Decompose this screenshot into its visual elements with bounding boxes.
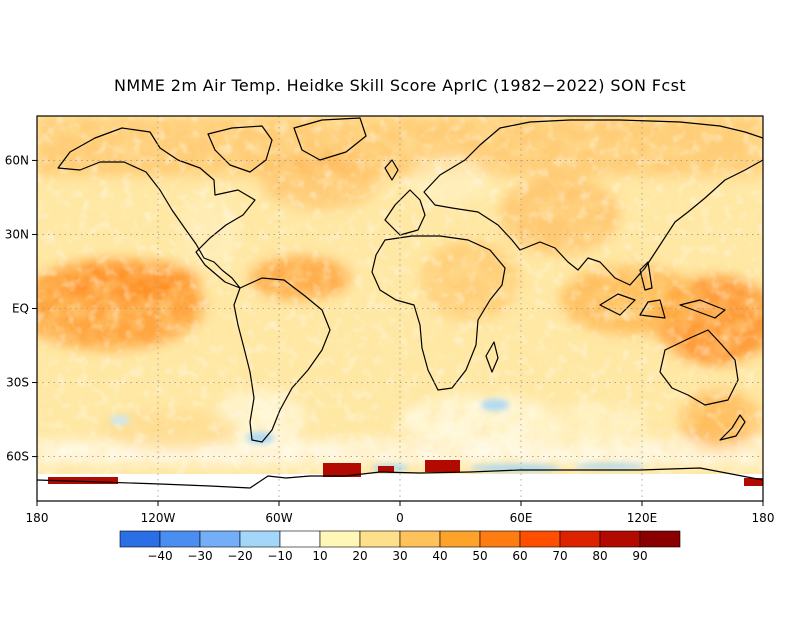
legend-swatch — [119, 530, 161, 548]
lat-tick-label: 30N — [5, 227, 29, 241]
legend-swatch — [639, 530, 681, 548]
legend-label: −40 — [147, 549, 172, 563]
legend-label: 90 — [632, 549, 647, 563]
lat-tick-label: 30S — [6, 376, 29, 390]
legend-swatch — [519, 530, 561, 548]
legend-swatch — [159, 530, 201, 548]
lon-tick-label: 180 — [26, 511, 49, 525]
lon-tick-label: 60W — [265, 511, 292, 525]
legend-label: 50 — [472, 549, 487, 563]
lat-tick-label: EQ — [12, 302, 29, 316]
lon-tick-label: 120E — [627, 511, 658, 525]
legend-label: −10 — [267, 549, 292, 563]
legend-swatch — [319, 530, 361, 548]
chart-title: NMME 2m Air Temp. Heidke Skill Score Apr… — [113, 76, 687, 95]
legend-label: 70 — [552, 549, 567, 563]
coastlines — [37, 117, 763, 489]
axis-ticks — [32, 159, 764, 506]
lat-tick-label: 60N — [5, 153, 29, 167]
legend-label: 80 — [592, 549, 607, 563]
axis-labels: 180 120W 60W 0 60E 120E 180 60N 30N EQ 30S 60S — [5, 153, 775, 525]
lon-tick-label: 120W — [141, 511, 176, 525]
legend-label: 40 — [432, 549, 447, 563]
legend-swatch — [359, 530, 401, 548]
lon-tick-label: 180 — [752, 511, 775, 525]
legend-label: 60 — [512, 549, 527, 563]
legend-swatch — [559, 530, 601, 548]
legend-label: −20 — [227, 549, 252, 563]
legend-swatch — [279, 530, 321, 548]
legend-swatch — [599, 530, 641, 548]
legend-swatch — [239, 530, 281, 548]
legend-swatch — [479, 530, 521, 548]
legend-label: −30 — [187, 549, 212, 563]
legend-label: 10 — [312, 549, 327, 563]
gridlines — [37, 116, 763, 501]
lon-tick-label: 60E — [510, 511, 533, 525]
color-legend: −40 −30 −20 −10 10 20 30 40 50 60 70 80 90 — [119, 530, 681, 563]
legend-label: 20 — [352, 549, 367, 563]
legend-label: 30 — [392, 549, 407, 563]
legend-swatch — [199, 530, 241, 548]
lon-tick-label: 0 — [396, 511, 404, 525]
lat-tick-label: 60S — [6, 450, 29, 464]
legend-swatch — [399, 530, 441, 548]
legend-swatch — [439, 530, 481, 548]
